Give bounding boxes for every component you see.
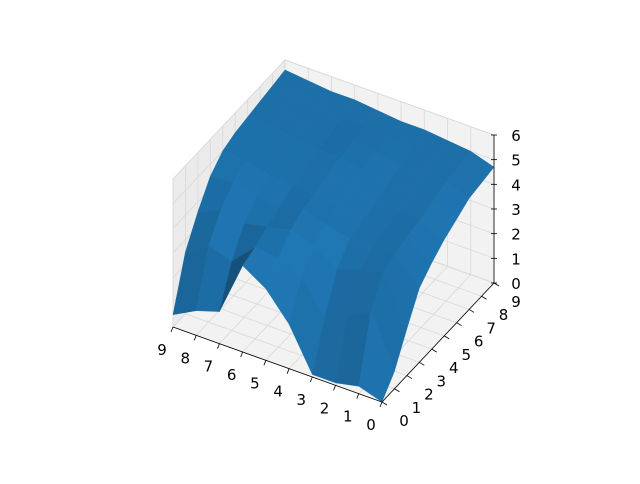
y-tick-mark (493, 282, 500, 287)
x-tick-mark (193, 335, 197, 341)
z-tick-label: 4 (511, 176, 521, 194)
x-tick-mark (217, 343, 220, 349)
x-tick-label: 5 (250, 374, 260, 392)
z-tick-label: 6 (511, 127, 521, 145)
x-tick-mark (286, 368, 290, 374)
x-tick-label: 0 (366, 416, 376, 434)
x-tick-label: 3 (297, 391, 307, 409)
x-axis-line (172, 326, 383, 403)
y-tick-mark (468, 309, 475, 313)
surface (172, 69, 495, 403)
x-tick-label: 1 (343, 408, 353, 426)
y-tick-mark (381, 401, 388, 406)
y-tick-mark (481, 295, 487, 300)
z-tick-label: 2 (511, 226, 521, 244)
z-tick-label: 5 (511, 152, 521, 170)
x-tick-mark (263, 360, 267, 366)
x-tick-mark (356, 393, 360, 399)
z-tick-label: 3 (511, 201, 521, 219)
y-tick-label: 9 (511, 293, 521, 311)
y-tick-mark (431, 348, 437, 353)
z-tick-label: 0 (511, 275, 521, 293)
y-tick-mark (394, 388, 400, 393)
x-tick-label: 2 (320, 399, 330, 417)
y-tick-label: 7 (486, 319, 496, 337)
x-tick-label: 9 (157, 341, 167, 359)
y-tick-label: 3 (437, 372, 447, 390)
y-tick-label: 5 (461, 346, 471, 364)
y-tick-label: 8 (499, 306, 509, 324)
y-tick-label: 6 (474, 333, 484, 351)
x-tick-label: 6 (227, 366, 237, 384)
y-axis-line (381, 282, 495, 403)
x-tick-label: 4 (273, 383, 283, 401)
x-tick-mark (379, 401, 383, 408)
x-tick-mark (240, 351, 244, 358)
z-tick-label: 1 (511, 250, 521, 268)
y-tick-label: 0 (399, 412, 409, 430)
x-tick-label: 7 (204, 358, 214, 376)
surface-face (358, 311, 395, 403)
y-tick-mark (444, 335, 450, 340)
y-tick-label: 4 (449, 359, 459, 377)
y-tick-mark (406, 375, 413, 379)
axis-lines (170, 134, 500, 408)
y-tick-label: 1 (412, 399, 422, 417)
x-tick-mark (309, 376, 313, 383)
x-tick-mark (333, 385, 336, 391)
y-tick-mark (419, 361, 425, 366)
x-tick-mark (170, 326, 174, 333)
x-tick-label: 8 (180, 349, 190, 367)
z-grid-line (172, 59, 495, 180)
y-tick-mark (456, 322, 462, 327)
y-tick-label: 2 (424, 386, 434, 404)
